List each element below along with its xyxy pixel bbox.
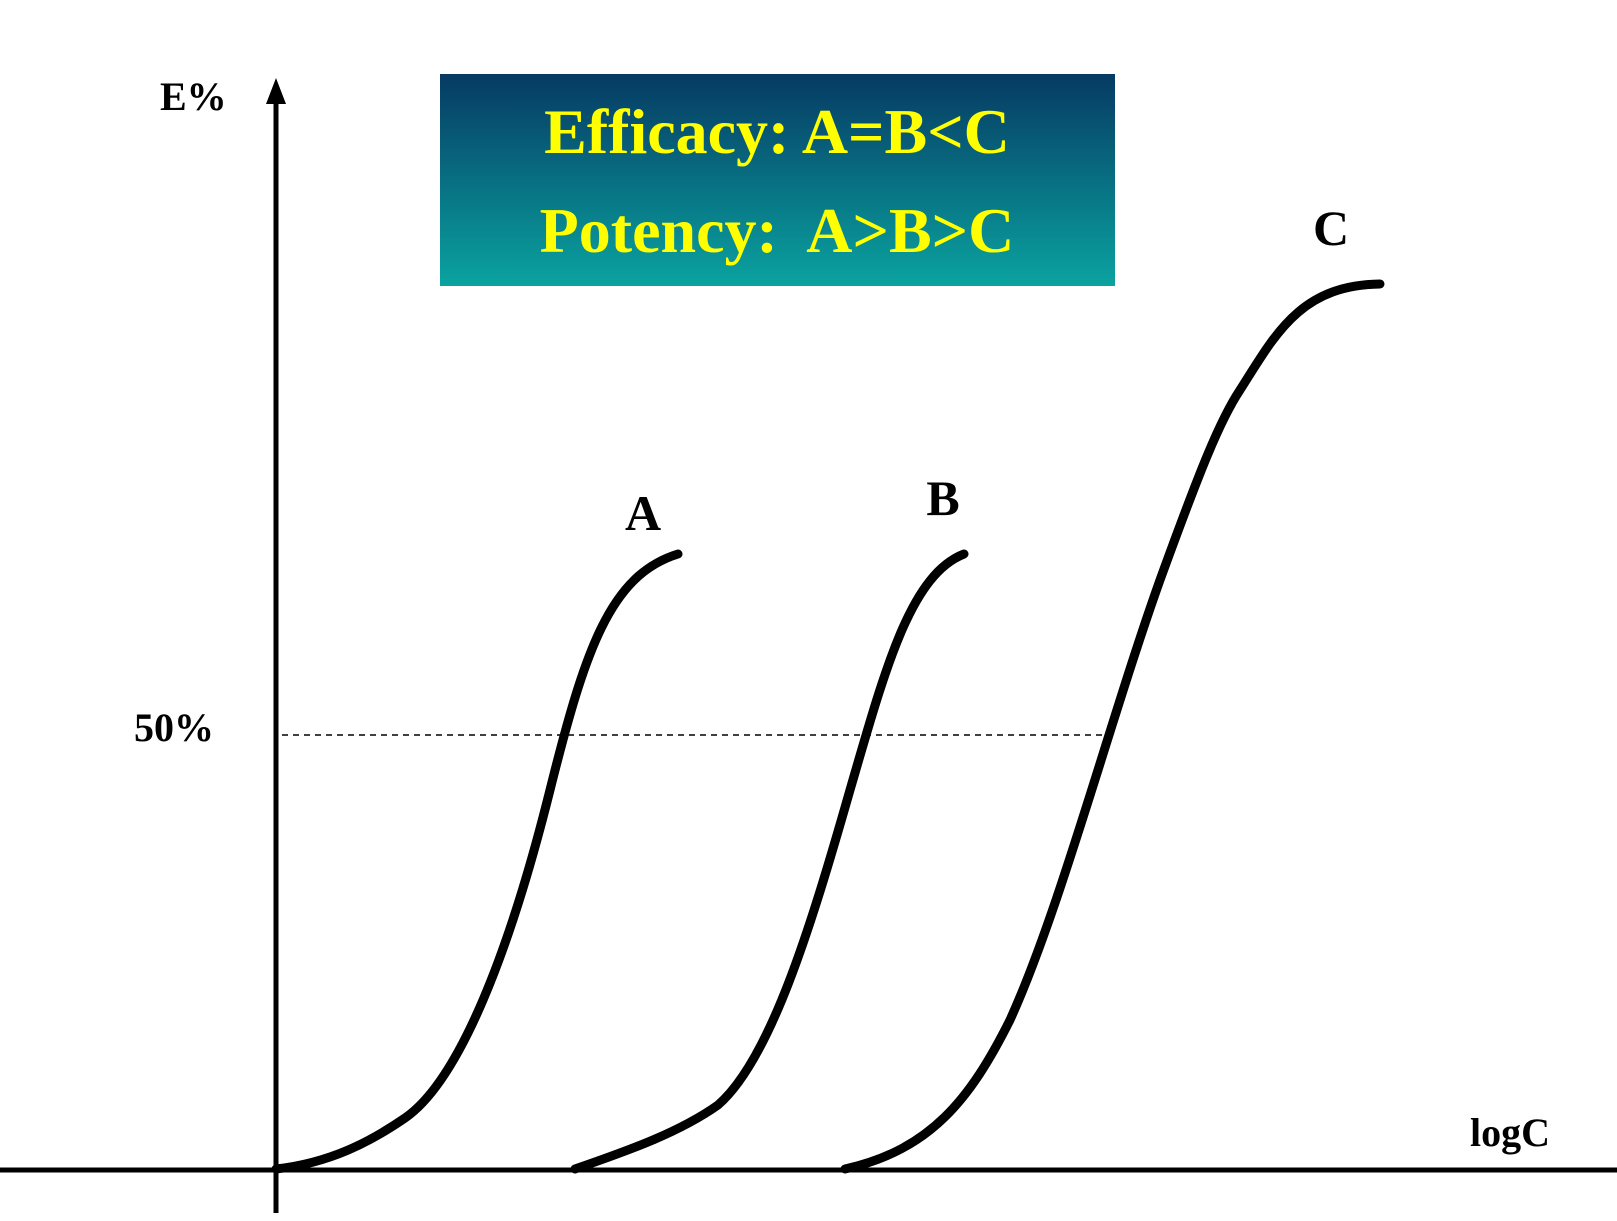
x-axis-label: logC <box>1470 1110 1550 1155</box>
curve-a <box>271 549 683 1174</box>
summary-banner <box>440 74 1115 286</box>
fifty-percent-label: 50% <box>134 705 214 750</box>
potency-statement: Potency: A>B>C <box>540 195 1015 266</box>
y-axis-arrow-icon <box>266 78 286 104</box>
curve-b-label: B <box>926 470 959 526</box>
curve-a-label: A <box>625 485 661 541</box>
curve-c-label: C <box>1313 200 1349 256</box>
efficacy-statement: Efficacy: A=B<C <box>544 96 1010 167</box>
curve-c <box>840 279 1385 1174</box>
y-axis-label: E% <box>160 74 227 119</box>
curve-b <box>570 549 969 1174</box>
